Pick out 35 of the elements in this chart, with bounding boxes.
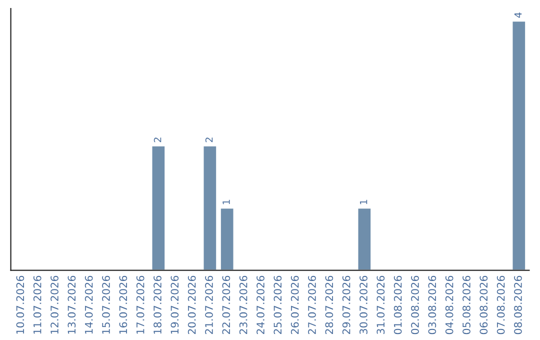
x-tick-label: 25.07.2026	[274, 276, 282, 334]
x-tick-label: 17.07.2026	[136, 276, 144, 334]
x-tick-label: 27.07.2026	[308, 276, 316, 334]
x-tick-label: 18.07.2026	[154, 276, 162, 334]
x-tick-label: 04.08.2026	[445, 276, 454, 334]
x-tick-label: 10.07.2026	[16, 276, 24, 334]
x-tick-label: 12.07.2026	[50, 276, 58, 334]
x-tick-label: 02.08.2026	[411, 276, 419, 334]
x-tick-label: 19.07.2026	[170, 276, 179, 334]
x-tick-label: 20.07.2026	[188, 276, 196, 334]
x-tick-label: 08.08.2026	[514, 276, 522, 334]
x-tick-label: 22.07.2026	[222, 276, 230, 334]
x-tick-label: 06.08.2026	[480, 276, 488, 334]
x-tick-label: 31.07.2026	[376, 276, 385, 334]
x-tick-label: 05.08.2026	[462, 276, 470, 334]
x-tick-label: 16.07.2026	[119, 276, 128, 334]
x-tick-label: 03.08.2026	[428, 276, 436, 334]
x-tick-label: 24.07.2026	[256, 276, 264, 334]
x-tick-label: 29.07.2026	[342, 276, 350, 334]
x-tick-label: 01.08.2026	[394, 276, 402, 334]
x-tick-label: 26.07.2026	[290, 276, 299, 334]
x-tick-label: 30.07.2026	[360, 276, 368, 334]
x-tick-label: 13.07.2026	[68, 276, 76, 334]
x-tick-label: 28.07.2026	[325, 276, 334, 334]
x-tick-label: 07.08.2026	[496, 276, 505, 334]
data-label: 1	[222, 200, 230, 204]
x-tick-label: 23.07.2026	[239, 276, 248, 334]
x-tick-label: 14.07.2026	[84, 276, 93, 334]
data-label: 4	[514, 12, 522, 18]
x-tick-label: 21.07.2026	[205, 276, 213, 334]
data-label: 2	[154, 138, 162, 142]
x-tick-label: 11.07.2026	[33, 276, 42, 334]
data-label: 2	[205, 138, 213, 142]
data-label: 1	[360, 200, 368, 204]
x-tick-label: 15.07.2026	[102, 276, 110, 334]
